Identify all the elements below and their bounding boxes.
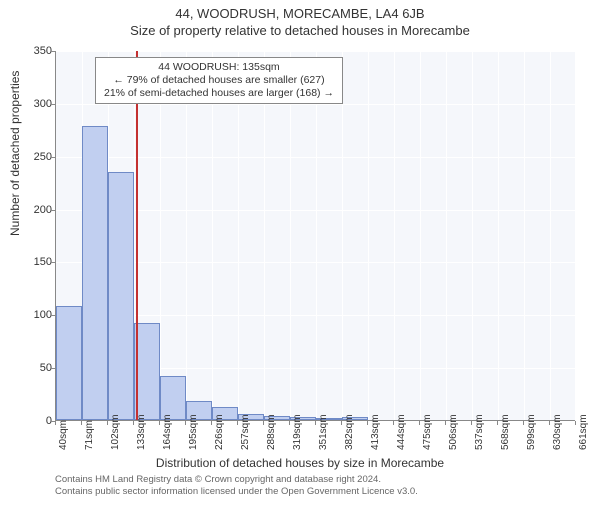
gridline-v	[342, 51, 343, 420]
gridline-v	[498, 51, 499, 420]
histogram-bar	[134, 323, 160, 420]
x-tick-label: 382sqm	[344, 414, 355, 450]
gridline-v	[420, 51, 421, 420]
footer-text: Contains HM Land Registry data © Crown c…	[55, 474, 418, 498]
x-tick-mark	[497, 421, 498, 425]
gridline-v	[368, 51, 369, 420]
annotation-line2: ← 79% of detached houses are smaller (62…	[104, 74, 334, 87]
x-tick-label: 444sqm	[396, 414, 407, 450]
gridline-v	[212, 51, 213, 420]
y-tick-mark	[51, 210, 55, 211]
gridline-v	[446, 51, 447, 420]
chart-area: 44 WOODRUSH: 135sqm ← 79% of detached ho…	[55, 51, 575, 421]
x-tick-label: 133sqm	[136, 414, 147, 450]
histogram-bar	[82, 126, 108, 420]
x-tick-label: 226sqm	[214, 414, 225, 450]
annotation-line3: 21% of semi-detached houses are larger (…	[104, 87, 334, 100]
histogram-bar	[56, 306, 82, 420]
footer-line1: Contains HM Land Registry data © Crown c…	[55, 474, 418, 486]
x-tick-mark	[471, 421, 472, 425]
x-tick-label: 506sqm	[448, 414, 459, 450]
x-axis-label: Distribution of detached houses by size …	[0, 456, 600, 470]
y-tick-mark	[51, 51, 55, 52]
gridline-v	[186, 51, 187, 420]
x-tick-mark	[523, 421, 524, 425]
x-tick-mark	[263, 421, 264, 425]
x-tick-mark	[315, 421, 316, 425]
x-tick-mark	[107, 421, 108, 425]
x-tick-mark	[289, 421, 290, 425]
x-tick-mark	[575, 421, 576, 425]
x-tick-label: 475sqm	[422, 414, 433, 450]
x-tick-mark	[341, 421, 342, 425]
x-tick-mark	[159, 421, 160, 425]
y-tick-label: 300	[12, 98, 52, 110]
x-tick-label: 257sqm	[240, 414, 251, 450]
gridline-v	[316, 51, 317, 420]
x-tick-label: 195sqm	[188, 414, 199, 450]
annotation-line1: 44 WOODRUSH: 135sqm	[104, 61, 334, 74]
x-tick-label: 630sqm	[552, 414, 563, 450]
y-tick-mark	[51, 262, 55, 263]
y-tick-mark	[51, 368, 55, 369]
address-title: 44, WOODRUSH, MORECAMBE, LA4 6JB	[0, 6, 600, 21]
x-tick-mark	[419, 421, 420, 425]
x-tick-label: 40sqm	[58, 420, 69, 450]
gridline-v	[394, 51, 395, 420]
y-tick-label: 150	[12, 256, 52, 268]
y-tick-label: 200	[12, 204, 52, 216]
x-tick-mark	[367, 421, 368, 425]
gridline-v	[550, 51, 551, 420]
histogram-bar	[108, 172, 134, 420]
x-tick-mark	[445, 421, 446, 425]
x-tick-label: 164sqm	[162, 414, 173, 450]
gridline-v	[238, 51, 239, 420]
y-tick-label: 0	[12, 415, 52, 427]
histogram-bar	[160, 376, 186, 420]
x-tick-mark	[549, 421, 550, 425]
x-tick-label: 599sqm	[526, 414, 537, 450]
x-tick-label: 351sqm	[318, 414, 329, 450]
annotation-box: 44 WOODRUSH: 135sqm ← 79% of detached ho…	[95, 57, 343, 104]
x-tick-mark	[133, 421, 134, 425]
footer-line2: Contains public sector information licen…	[55, 486, 418, 498]
x-tick-label: 568sqm	[500, 414, 511, 450]
marker-line	[136, 51, 138, 420]
x-tick-mark	[237, 421, 238, 425]
gridline-v	[290, 51, 291, 420]
x-tick-mark	[393, 421, 394, 425]
y-tick-mark	[51, 104, 55, 105]
y-tick-label: 100	[12, 309, 52, 321]
gridline-v	[576, 51, 577, 420]
x-tick-label: 661sqm	[578, 414, 589, 450]
y-tick-label: 50	[12, 362, 52, 374]
x-tick-mark	[185, 421, 186, 425]
x-tick-label: 413sqm	[370, 414, 381, 450]
plot-area	[55, 51, 575, 421]
x-tick-label: 102sqm	[110, 414, 121, 450]
gridline-v	[524, 51, 525, 420]
y-tick-mark	[51, 157, 55, 158]
y-tick-label: 350	[12, 45, 52, 57]
chart-subtitle: Size of property relative to detached ho…	[0, 23, 600, 38]
x-tick-mark	[55, 421, 56, 425]
x-tick-mark	[211, 421, 212, 425]
gridline-v	[472, 51, 473, 420]
y-tick-mark	[51, 315, 55, 316]
gridline-v	[160, 51, 161, 420]
x-tick-label: 537sqm	[474, 414, 485, 450]
x-tick-mark	[81, 421, 82, 425]
x-tick-label: 71sqm	[84, 420, 95, 450]
x-tick-label: 288sqm	[266, 414, 277, 450]
y-tick-label: 250	[12, 151, 52, 163]
gridline-v	[264, 51, 265, 420]
x-tick-label: 319sqm	[292, 414, 303, 450]
